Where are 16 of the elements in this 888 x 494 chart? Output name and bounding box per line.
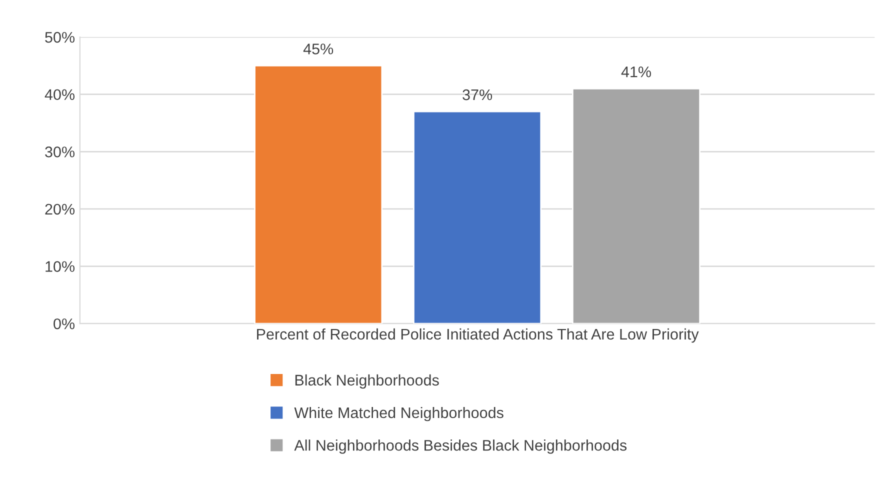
bar [254,65,383,324]
legend-label: All Neighborhoods Besides Black Neighborhoods [294,440,627,454]
y-tick-label: 40% [44,89,75,100]
legend-label: White Matched Neighborhoods [294,406,504,422]
text: 37% [462,89,492,100]
x-tick-label: Percent of Recorded Police Initiated Actions That Are Low Priority [257,328,699,343]
bar [572,88,701,324]
text: 45% [303,44,334,54]
text: 41% [621,66,651,78]
y-tick-label: 0% [54,318,75,330]
bar [413,110,542,324]
y-tick-label: 30% [45,146,75,158]
y-tick-label: 50% [45,32,75,43]
y-tick-label: 20% [45,204,75,215]
legend-label: Black Neighborhoods [295,374,439,389]
y-tick-label: 10% [46,261,75,272]
